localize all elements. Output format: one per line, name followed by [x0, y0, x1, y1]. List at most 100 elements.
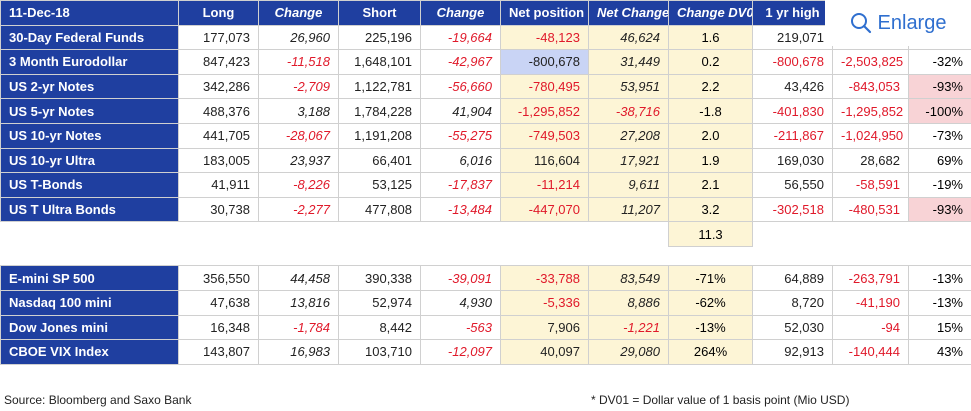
low-value: -843,053: [832, 73, 909, 100]
net-position-value: -780,495: [500, 73, 589, 100]
change-long-value: 3,188: [258, 98, 339, 124]
change-long-value: 26,960: [258, 24, 339, 51]
pct-value: -32%: [908, 49, 971, 75]
table-row: 30-Day Federal Funds 177,073 26,960 225,196…: [0, 24, 971, 51]
change-long-value: -28,067: [258, 122, 339, 149]
net-position-value: -1,295,852: [500, 98, 589, 124]
pct-value: 43%: [908, 339, 971, 365]
short-value: 66,401: [338, 147, 421, 174]
change-dv01-value: -13%: [668, 314, 753, 341]
change-dv01-value: 2.2: [668, 73, 753, 100]
change-dv01-value: 1.6: [668, 24, 753, 51]
net-position-value: -447,070: [500, 196, 589, 223]
low-value: -58,591: [832, 172, 909, 198]
change-short-value: 4,930: [420, 289, 501, 316]
high-value: -800,678: [752, 49, 833, 75]
change-short-value: -39,091: [420, 265, 501, 291]
long-value: 183,005: [178, 147, 259, 174]
dv01-total: 11.3: [668, 221, 753, 248]
high-value: -302,518: [752, 196, 833, 223]
positioning-table: 11-Dec-18 Long Change Short Change Net p…: [0, 0, 971, 365]
col-short: Short: [338, 0, 421, 26]
row-label: 3 Month Eurodollar: [0, 49, 179, 75]
low-value: -1,295,852: [832, 98, 909, 124]
net-change-value: 31,449: [588, 49, 669, 75]
magnifier-icon: [850, 13, 871, 34]
change-dv01-value: 0.2: [668, 49, 753, 75]
col-net-change: Net Change: [588, 0, 669, 26]
long-value: 342,286: [178, 73, 259, 100]
enlarge-label: Enlarge: [877, 11, 947, 34]
table-row: US 10-yr Notes 441,705 -28,067 1,191,208 -55…: [0, 122, 971, 149]
high-value: 219,071: [752, 24, 833, 51]
long-value: 177,073: [178, 24, 259, 51]
net-change-value: 53,951: [588, 73, 669, 100]
change-short-value: -19,664: [420, 24, 501, 51]
table-row: Dow Jones mini 16,348 -1,784 8,442 -563 7,906…: [0, 314, 971, 341]
table-row: US T-Bonds 41,911 -8,226 53,125 -17,837 -11,2…: [0, 172, 971, 198]
change-short-value: -563: [420, 314, 501, 341]
pct-value: 15%: [908, 314, 971, 341]
high-value: 92,913: [752, 339, 833, 365]
col-change-dv01: Change DV01: [668, 0, 753, 26]
high-value: 8,720: [752, 289, 833, 316]
net-change-value: 83,549: [588, 265, 669, 291]
table-row: E-mini SP 500 356,550 44,458 390,338 -39,091…: [0, 265, 971, 291]
net-position-value: -5,336: [500, 289, 589, 316]
change-dv01-value: 264%: [668, 339, 753, 365]
enlarge-button[interactable]: Enlarge: [825, 0, 971, 46]
change-long-value: -11,518: [258, 49, 339, 75]
change-dv01-value: 3.2: [668, 196, 753, 223]
net-position-value: -11,214: [500, 172, 589, 198]
change-long-value: -2,709: [258, 73, 339, 100]
change-short-value: -17,837: [420, 172, 501, 198]
row-label: Nasdaq 100 mini: [0, 289, 179, 316]
net-position-value: -48,123: [500, 24, 589, 51]
net-position-value: 7,906: [500, 314, 589, 341]
change-short-value: 6,016: [420, 147, 501, 174]
change-long-value: -8,226: [258, 172, 339, 198]
high-value: -401,830: [752, 98, 833, 124]
net-change-value: 46,624: [588, 24, 669, 51]
change-long-value: -1,784: [258, 314, 339, 341]
low-value: 28,682: [832, 147, 909, 174]
low-value: -41,190: [832, 289, 909, 316]
row-label: US T-Bonds: [0, 172, 179, 198]
change-long-value: 44,458: [258, 265, 339, 291]
net-change-value: 9,611: [588, 172, 669, 198]
long-value: 356,550: [178, 265, 259, 291]
col-net-position: Net position: [500, 0, 589, 26]
short-value: 225,196: [338, 24, 421, 51]
change-short-value: -55,275: [420, 122, 501, 149]
low-value: -94: [832, 314, 909, 341]
row-label: 30-Day Federal Funds: [0, 24, 179, 51]
change-long-value: 16,983: [258, 339, 339, 365]
change-dv01-value: -62%: [668, 289, 753, 316]
net-change-value: 29,080: [588, 339, 669, 365]
net-change-value: 8,886: [588, 289, 669, 316]
change-long-value: 13,816: [258, 289, 339, 316]
net-position-value: -800,678: [500, 49, 589, 75]
high-value: 52,030: [752, 314, 833, 341]
row-label: CBOE VIX Index: [0, 339, 179, 365]
pct-value: -93%: [908, 196, 971, 223]
low-value: -1,024,950: [832, 122, 909, 149]
row-label: Dow Jones mini: [0, 314, 179, 341]
change-dv01-value: 1.9: [668, 147, 753, 174]
net-position-value: -33,788: [500, 265, 589, 291]
short-value: 53,125: [338, 172, 421, 198]
net-position-value: -749,503: [500, 122, 589, 149]
low-value: -263,791: [832, 265, 909, 291]
change-long-value: 23,937: [258, 147, 339, 174]
change-short-value: -56,660: [420, 73, 501, 100]
long-value: 143,807: [178, 339, 259, 365]
pct-value: -100%: [908, 98, 971, 124]
col-1yr-high: 1 yr high: [752, 0, 833, 26]
short-value: 390,338: [338, 265, 421, 291]
short-value: 52,974: [338, 289, 421, 316]
source-note: Source: Bloomberg and Saxo Bank: [4, 393, 192, 407]
long-value: 16,348: [178, 314, 259, 341]
table-row: US 10-yr Ultra 183,005 23,937 66,401 6,016 11…: [0, 147, 971, 174]
high-value: -211,867: [752, 122, 833, 149]
col-change-short: Change: [420, 0, 501, 26]
